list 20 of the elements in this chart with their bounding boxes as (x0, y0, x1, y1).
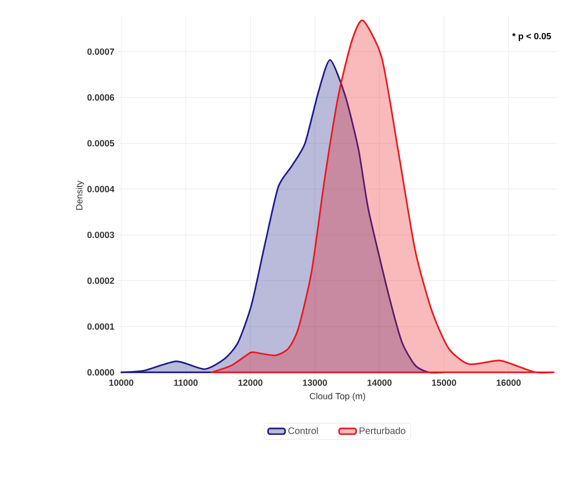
legend-label: Control (288, 427, 318, 434)
x-tick-label: 13000 (303, 380, 328, 386)
x-tick-label: 14000 (368, 380, 392, 386)
y-tick-label: 0.0003 (87, 232, 114, 238)
x-tick-label: 16000 (496, 380, 521, 386)
y-tick-label: 0.0006 (87, 94, 114, 101)
y-tick-label: 0.0005 (87, 140, 114, 146)
y-axis-title: Density (76, 180, 84, 210)
annotation: * p < 0.05 (512, 32, 552, 42)
y-tick-label: 0.0001 (87, 323, 114, 330)
x-tick-label: 12000 (238, 380, 262, 386)
x-axis-title: Cloud Top (m) (310, 392, 366, 402)
x-tick-label: 10000 (109, 380, 134, 386)
y-tick-label: 0.0000 (87, 369, 114, 376)
y-tick-label: 0.0004 (87, 186, 114, 192)
y-tick-label: 0.0002 (87, 278, 114, 284)
legend-label: Perturbado (360, 427, 406, 434)
x-tick-label: 15000 (432, 380, 456, 386)
y-tick-label: 0.0007 (87, 48, 114, 55)
x-tick-label: 11000 (174, 380, 198, 386)
